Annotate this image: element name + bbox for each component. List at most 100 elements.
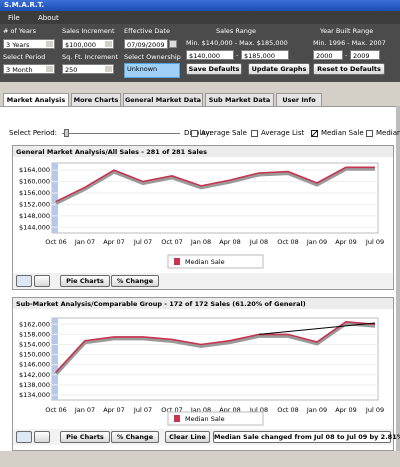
- range-info: Min. $140,000 - Max. $185,000: [186, 39, 288, 47]
- x-tick-label: Oct 07: [161, 406, 183, 414]
- slider-thumb[interactable]: [64, 129, 69, 137]
- dropdown[interactable]: $100,000: [62, 39, 114, 49]
- button[interactable]: Pie Charts: [60, 431, 110, 443]
- field-label: Sales Increment: [62, 27, 115, 35]
- x-tick-label: Jan 08: [190, 406, 211, 414]
- button[interactable]: Save Defaults: [186, 63, 242, 75]
- tab[interactable]: User Info: [276, 93, 322, 106]
- x-tick-label: Oct 07: [161, 238, 183, 246]
- checkbox[interactable]: [311, 130, 318, 137]
- x-tick-label: Jul 07: [133, 406, 152, 414]
- icon-button[interactable]: [34, 431, 50, 443]
- legend-frame: [167, 254, 264, 269]
- y-tick-label: $142,000: [19, 371, 50, 379]
- x-tick-label: Jul 07: [133, 238, 152, 246]
- y-tick-label: $156,000: [19, 189, 50, 197]
- x-tick-label: Oct 06: [45, 238, 67, 246]
- calendar-icon[interactable]: [169, 40, 177, 48]
- button[interactable]: Clear Line: [165, 431, 210, 443]
- x-tick-label: Apr 09: [335, 238, 357, 246]
- y-tick-label: $146,000: [19, 361, 50, 369]
- list-box[interactable]: Unknown: [124, 63, 180, 78]
- chart-title: Sub-Market Analysis/Comparable Group - 1…: [16, 300, 306, 308]
- range-separator: -: [236, 51, 239, 59]
- x-tick-label: Jul 09: [365, 406, 384, 414]
- slider-track[interactable]: [62, 133, 180, 134]
- y-tick-label: $150,000: [19, 351, 50, 359]
- y-tick-label: $134,000: [19, 391, 50, 399]
- tab[interactable]: Market Analysis: [3, 93, 69, 106]
- scrollbar[interactable]: [396, 106, 400, 451]
- menu-item[interactable]: About: [38, 14, 59, 22]
- window-title: S.M.A.R.T.: [4, 1, 45, 9]
- icon-button[interactable]: [16, 431, 32, 443]
- checkbox[interactable]: [191, 130, 198, 137]
- dropdown[interactable]: 3 Month: [3, 64, 55, 74]
- legend-frame: [167, 411, 264, 426]
- range-separator: -: [345, 51, 348, 59]
- button[interactable]: Reset to Defaults: [313, 63, 385, 75]
- plot-area: [51, 317, 379, 401]
- field-label: Sales Range: [216, 27, 256, 35]
- text-input[interactable]: 2009: [350, 50, 380, 60]
- line-shadow: [55, 166, 375, 205]
- x-tick-label: Apr 07: [103, 238, 125, 246]
- axis-band: [52, 163, 58, 233]
- button[interactable]: Pie Charts: [60, 275, 110, 287]
- status-strip: [0, 451, 400, 467]
- field-label: Effective Date: [124, 27, 170, 35]
- y-tick-label: $138,000: [19, 381, 50, 389]
- checkbox[interactable]: [251, 130, 258, 137]
- axis-band: [52, 318, 58, 400]
- checkbox-label: Average Sale: [201, 129, 247, 137]
- tab[interactable]: More Charts: [71, 93, 121, 106]
- y-tick-label: $162,000: [19, 320, 50, 328]
- line-shadow: [54, 321, 376, 376]
- x-tick-label: Jul 09: [365, 238, 384, 246]
- chart-title: General Market Analysis/All Sales - 281 …: [16, 148, 207, 156]
- line: [55, 166, 375, 203]
- text-input[interactable]: 2000: [313, 50, 343, 60]
- checkbox[interactable]: [366, 130, 373, 137]
- legend-label: Median Sale: [185, 415, 225, 423]
- tab[interactable]: Sub Market Data: [205, 93, 274, 106]
- x-tick-label: Apr 08: [219, 406, 241, 414]
- x-tick-label: Apr 08: [219, 238, 241, 246]
- button[interactable]: % Change: [111, 275, 159, 287]
- y-tick-label: $154,000: [19, 340, 50, 348]
- legend-label: Median Sale: [185, 258, 225, 266]
- plot-area: [51, 162, 379, 234]
- x-tick-label: Jan 08: [190, 238, 211, 246]
- trend-line: [258, 322, 376, 335]
- icon-button[interactable]: [16, 275, 32, 287]
- button[interactable]: Update Graphs: [248, 63, 310, 75]
- dropdown[interactable]: 250: [62, 64, 114, 74]
- button[interactable]: % Change: [111, 431, 159, 443]
- title-bar: S.M.A.R.T.: [0, 0, 400, 11]
- dropdown[interactable]: 3 Years: [3, 39, 55, 49]
- x-tick-label: Jul 08: [249, 406, 268, 414]
- y-tick-label: $164,000: [19, 166, 50, 174]
- range-info: Min. 1996 - Max. 2007: [313, 39, 386, 47]
- text-input[interactable]: $140,000: [186, 50, 234, 60]
- legend-swatch: [174, 258, 180, 265]
- line: [55, 320, 376, 373]
- icon-button[interactable]: [34, 275, 50, 287]
- x-tick-label: Jan 07: [74, 238, 95, 246]
- x-tick-label: Jan 07: [74, 406, 95, 414]
- checkbox-label: Median: [376, 129, 400, 137]
- date-input[interactable]: 07/09/2009: [124, 39, 168, 49]
- menu-item[interactable]: File: [8, 14, 20, 22]
- field-label: Select Period: [3, 53, 46, 61]
- status-message: Median Sale changed from Jul 08 to Jul 0…: [213, 431, 400, 443]
- x-tick-label: Apr 07: [103, 406, 125, 414]
- y-tick-label: $144,000: [19, 223, 50, 231]
- x-tick-label: Oct 08: [277, 238, 299, 246]
- y-tick-label: $148,000: [19, 212, 50, 220]
- title-bar: [13, 298, 393, 309]
- checkbox-label: Median Sale: [321, 129, 364, 137]
- tab[interactable]: General Market Data: [123, 93, 203, 106]
- text-input[interactable]: $185,000: [241, 50, 289, 60]
